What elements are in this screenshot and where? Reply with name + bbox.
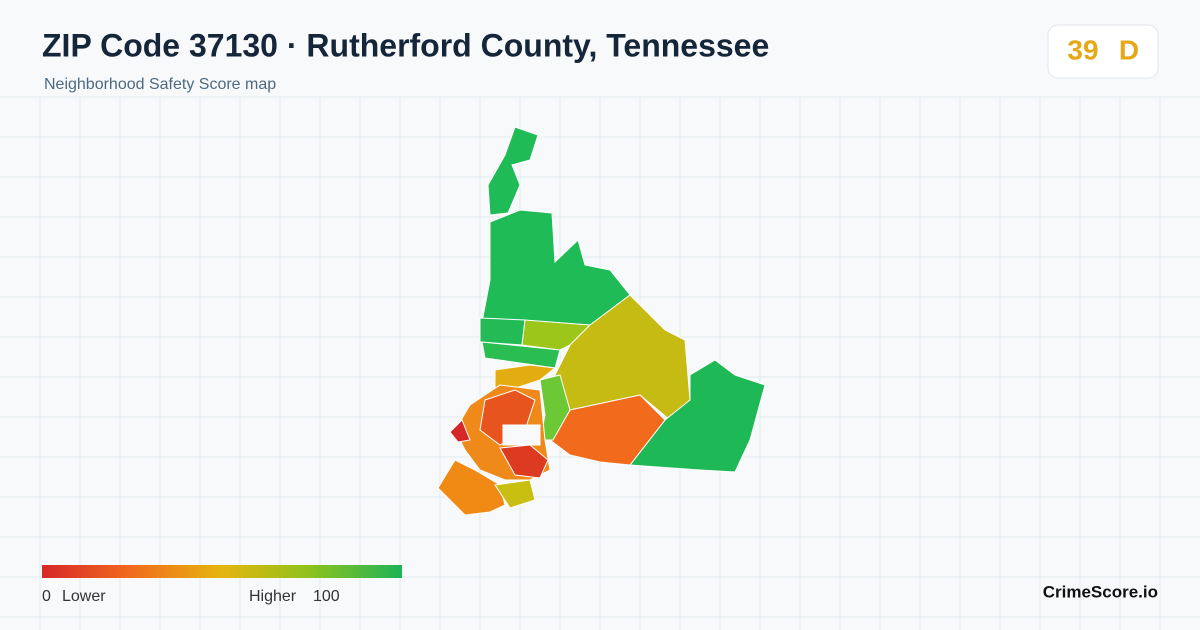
area xyxy=(629,359,766,473)
area xyxy=(502,424,541,446)
legend-min: 0 xyxy=(42,588,51,605)
area xyxy=(479,317,526,346)
zip-map xyxy=(437,126,766,516)
area xyxy=(449,419,471,443)
legend-max-label: Higher xyxy=(249,588,297,605)
area xyxy=(539,374,571,441)
legend-gradient xyxy=(42,565,402,578)
score-badge xyxy=(1047,24,1159,79)
area xyxy=(481,209,631,326)
area xyxy=(549,394,666,466)
area xyxy=(494,479,536,509)
legend-min-label: Lower xyxy=(62,588,106,605)
score-value: 39 xyxy=(1067,34,1098,65)
brand: CrimeScore.io xyxy=(1043,582,1158,601)
legend-max: 100 xyxy=(313,588,340,605)
area xyxy=(487,126,539,216)
area xyxy=(521,319,592,351)
score-grade: D xyxy=(1119,34,1139,65)
subtitle: Neighborhood Safety Score map xyxy=(44,76,276,93)
title: ZIP Code 37130 · Rutherford County, Tenn… xyxy=(42,27,769,63)
